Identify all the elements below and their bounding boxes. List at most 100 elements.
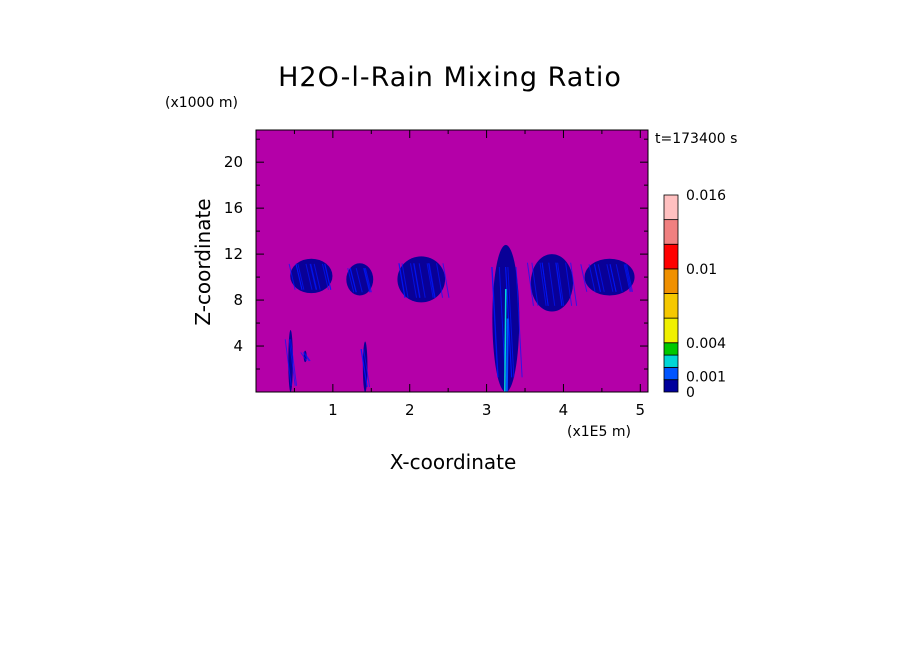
- rain-streak: [609, 264, 617, 292]
- y-tick-label: 8: [233, 291, 243, 309]
- rain-streak: [626, 264, 633, 292]
- rain-region: [360, 341, 371, 392]
- colorbar-swatch: [663, 243, 679, 270]
- colorbar-swatch: [663, 219, 679, 245]
- time-label: t=173400 s: [655, 131, 737, 147]
- rain-streak: [324, 263, 332, 290]
- rain-streak: [284, 339, 292, 386]
- colorbar: 00.001 0.004 0.01 0.016: [663, 188, 726, 401]
- y-tick-label: 16: [224, 199, 243, 217]
- colorbar-label: 0: [686, 385, 695, 401]
- rain-streak: [303, 352, 311, 362]
- x-tick-label: 3: [482, 401, 492, 419]
- rain-streak: [401, 263, 409, 298]
- y-axis-title: Z-coordinate: [191, 198, 215, 325]
- x-tick-label: 2: [405, 401, 415, 419]
- rain-streak: [526, 262, 534, 306]
- rain-streak: [398, 263, 406, 298]
- rain-streak: [288, 263, 296, 290]
- plot-frame: [255, 129, 649, 393]
- rain-streak: [606, 264, 614, 292]
- rain-streak: [597, 264, 605, 292]
- colorbar-label: 0.001: [686, 370, 726, 386]
- y-tick-label: 4: [233, 337, 243, 355]
- rain-streak: [355, 268, 363, 293]
- rain-streak: [300, 352, 308, 362]
- rain-streak: [588, 264, 596, 292]
- rain-streak: [491, 266, 499, 378]
- x-axis-title: X-coordinate: [390, 450, 517, 474]
- rain-streak: [410, 263, 418, 298]
- chart-title: H2O-l-Rain Mixing Ratio: [278, 62, 622, 93]
- rain-streak: [363, 268, 371, 293]
- rain-streak: [555, 262, 563, 306]
- rain-streak: [364, 268, 372, 293]
- rain-core: [505, 318, 509, 393]
- rain-streak: [548, 262, 556, 306]
- rain-streak: [297, 263, 305, 290]
- rain-streak: [570, 262, 578, 306]
- y-axis-ticks: 4 8 12 16 20: [224, 138, 648, 370]
- colorbar-label: 0.01: [686, 262, 717, 278]
- y-tick-label: 20: [224, 153, 243, 171]
- rain-region: [491, 244, 523, 393]
- rain-streak: [428, 263, 436, 298]
- rain-region: [526, 254, 578, 312]
- rain-streak: [302, 352, 310, 362]
- rain-core: [504, 289, 507, 393]
- rain-streak: [313, 263, 321, 290]
- rain-streak: [309, 263, 317, 290]
- rain-streak: [541, 262, 549, 306]
- rain-streak: [539, 262, 547, 306]
- rain-streak: [347, 268, 355, 293]
- colorbar-swatch: [663, 194, 679, 221]
- colorbar-swatch: [663, 317, 679, 344]
- rain-streak: [442, 263, 450, 298]
- rain-streak: [360, 348, 368, 388]
- colorbar-swatch: [663, 268, 679, 294]
- colorbar-label: 0.016: [686, 188, 726, 204]
- rain-streak: [580, 264, 588, 292]
- colorbar-swatch: [663, 293, 679, 319]
- rain-region: [580, 258, 635, 296]
- y-tick-label: 12: [224, 245, 243, 263]
- rain-streak: [349, 268, 357, 293]
- rain-streak: [624, 264, 632, 292]
- rain-streak: [288, 339, 296, 386]
- x-unit-label: (x1E5 m): [567, 424, 631, 440]
- rain-streak: [436, 263, 444, 298]
- rain-streak: [428, 263, 435, 298]
- plot-area: [255, 129, 649, 393]
- x-tick-label: 1: [328, 401, 338, 419]
- rain-region: [288, 258, 333, 294]
- rain-streak: [363, 348, 371, 388]
- colorbar-label: 0.004: [686, 336, 726, 352]
- rain-streak: [565, 262, 573, 306]
- rain-streak: [623, 264, 631, 292]
- rain-streak: [418, 263, 426, 298]
- rain-streak: [413, 263, 421, 298]
- rain-streak: [321, 263, 329, 290]
- rain-streak: [363, 268, 371, 293]
- rain-streak: [498, 266, 506, 378]
- colorbar-swatch: [663, 354, 679, 368]
- rain-region: [397, 256, 450, 303]
- rain-streak: [305, 263, 313, 290]
- rain-streak: [507, 266, 515, 378]
- x-tick-label: 5: [636, 401, 646, 419]
- rain-streak: [310, 263, 318, 290]
- colorbar-swatch: [663, 342, 679, 356]
- rain-streak: [426, 263, 434, 298]
- rain-streak: [515, 266, 523, 378]
- rain-streak: [290, 339, 298, 386]
- rain-streak: [295, 263, 303, 290]
- rain-region: [346, 263, 374, 296]
- rain-streak: [531, 262, 539, 306]
- colorbar-swatch: [663, 366, 679, 381]
- x-axis-ticks: 1 2 3 4 5: [293, 130, 646, 419]
- rain-streak: [593, 264, 601, 292]
- rain-region: [284, 329, 298, 393]
- rain-streak: [615, 264, 623, 292]
- colorbar-swatch: [663, 379, 679, 393]
